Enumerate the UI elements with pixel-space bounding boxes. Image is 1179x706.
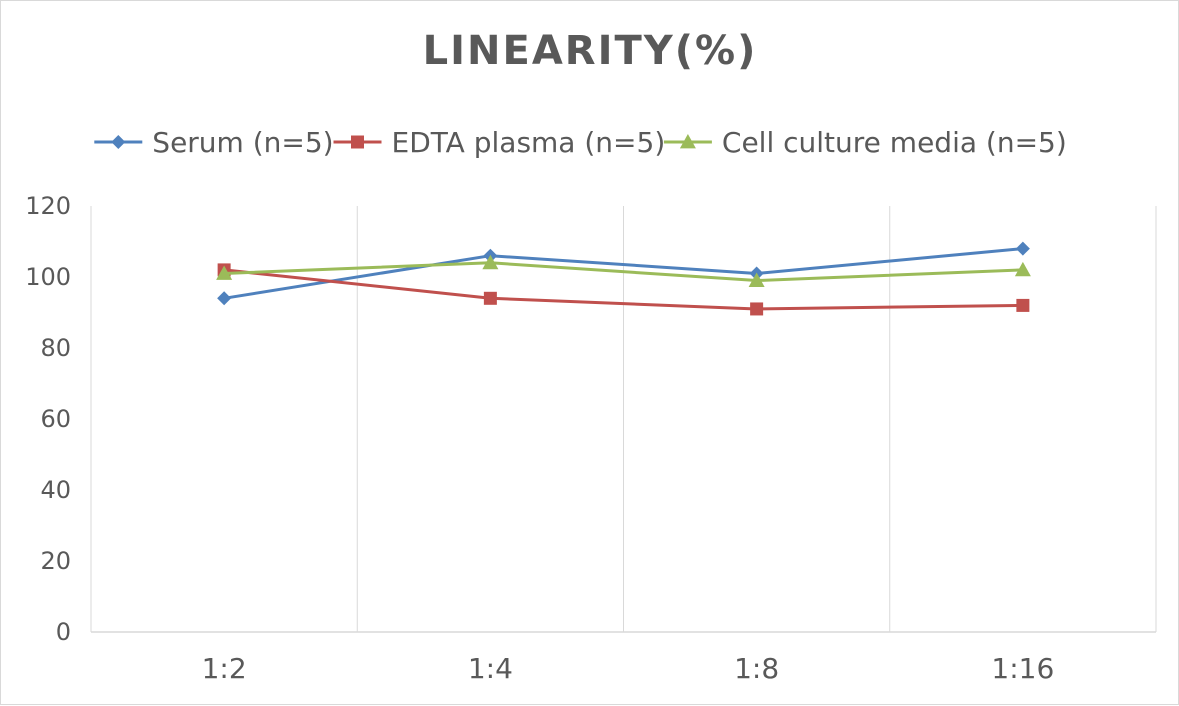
data-point: [1016, 298, 1030, 312]
y-tick-label: 40: [40, 476, 71, 504]
data-point: [748, 272, 765, 287]
y-tick-label: 80: [40, 334, 71, 362]
data-point: [216, 265, 233, 280]
data-point: [1014, 261, 1031, 277]
y-tick-label: 60: [40, 405, 71, 433]
legend-item: EDTA plasma (n=5): [333, 126, 666, 159]
series-layer: [216, 241, 1031, 316]
chart-title: LINEARITY(%): [423, 28, 758, 74]
data-point: [1015, 241, 1030, 256]
data-point: [217, 291, 232, 306]
axes: 0 20 40 60 80 100 120 1:2 1:4 1:8 1:16: [25, 192, 1156, 685]
x-tick-label: 1:16: [991, 652, 1054, 685]
legend-marker: [679, 134, 696, 149]
legend-marker: [111, 135, 126, 149]
data-point: [482, 254, 499, 270]
legend-marker: [351, 135, 364, 149]
y-tick-label: 120: [25, 192, 71, 220]
series-line: [223, 268, 1023, 311]
series-2: [216, 254, 1031, 287]
legend-label: Serum (n=5): [152, 126, 333, 159]
series-line: [223, 247, 1024, 300]
y-tick-label: 100: [25, 263, 71, 291]
legend-label: EDTA plasma (n=5): [392, 126, 666, 159]
x-tick-label: 1:8: [734, 652, 779, 685]
y-tick-label: 20: [40, 547, 71, 575]
legend: Serum (n=5) EDTA plasma (n=5) Cell culture…: [94, 126, 1067, 159]
x-tick-label: 1:4: [468, 652, 513, 685]
legend-label: Cell culture media (n=5): [722, 126, 1067, 159]
legend-item: Serum (n=5): [94, 126, 334, 159]
series-line: [224, 261, 1023, 283]
data-point: [483, 291, 497, 305]
x-tick-label: 1:2: [202, 652, 247, 685]
y-tick-label: 0: [56, 618, 71, 646]
legend-item: Cell culture media (n=5): [663, 126, 1067, 159]
data-point: [750, 302, 764, 316]
